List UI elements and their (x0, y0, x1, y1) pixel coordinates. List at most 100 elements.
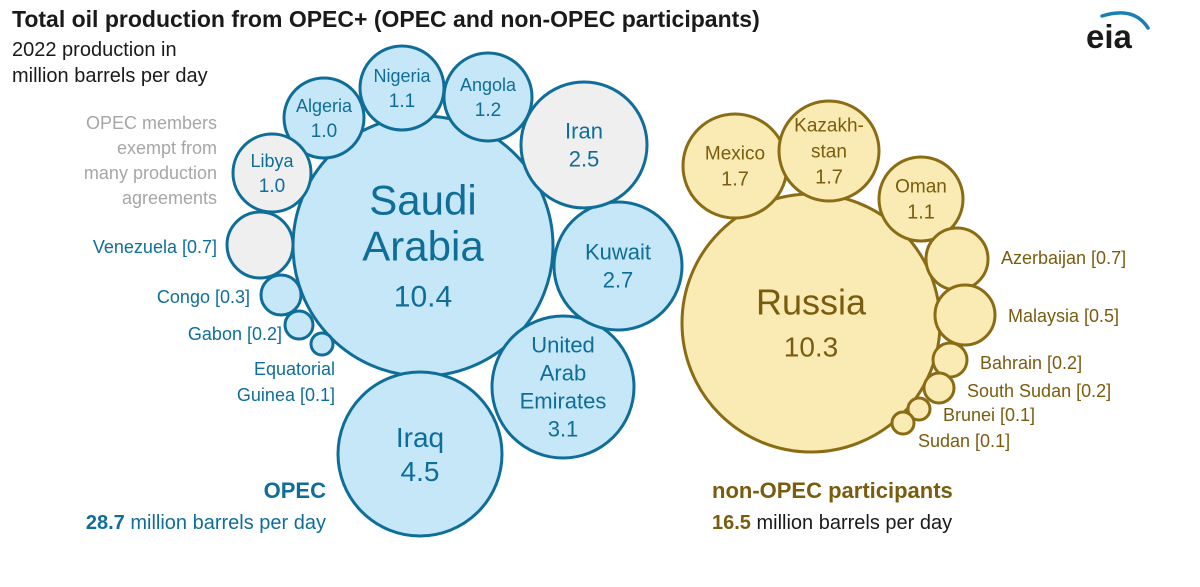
mexico-name-line: Mexico (705, 144, 765, 165)
mexico-bubble-group: Mexico 1.7 (681, 112, 789, 220)
south-sudan-bubble (922, 371, 956, 405)
angola-name-line: Angola (460, 75, 517, 95)
nigeria-value-label: 1.1 (389, 91, 415, 112)
sudan-bubble (890, 410, 916, 436)
angola-bubble (442, 51, 534, 143)
nigeria-bubble (358, 44, 446, 132)
kuwait-name-label: Kuwait (585, 240, 651, 265)
libya-bubble (231, 132, 313, 214)
azerbaijan-bubble (924, 226, 990, 292)
opec-group-total: 28.7 million barrels per day (86, 512, 326, 534)
brunei-bubble-group (906, 396, 932, 422)
south-sudan-bubble-group (922, 371, 956, 405)
kazakhstan-value-label: 1.7 (815, 167, 843, 189)
mexico-name-label: Mexico (705, 144, 765, 165)
malaysia-external-label: Malaysia [0.5] (1008, 306, 1119, 326)
mexico-value-label: 1.7 (721, 169, 749, 191)
iran-value-label: 2.5 (569, 147, 600, 172)
malaysia-bubble (933, 283, 997, 347)
algeria-bubble-group: Algeria 1.0 (282, 76, 366, 160)
algeria-name-line: Algeria (296, 96, 353, 116)
external-labels-layer: Venezuela [0.7] Congo [0.3] Gabon [0.2] Equ… (93, 237, 1126, 451)
libya-name-line: Libya (250, 151, 294, 171)
non-opec-group-total: 16.5 million barrels per day (712, 512, 952, 534)
angola-bubble-group: Angola 1.2 (442, 51, 534, 143)
kuwait-value-label: 2.7 (603, 268, 634, 293)
congo-external-label: Congo [0.3] (157, 287, 250, 307)
iran-bubble (519, 80, 649, 210)
nigeria-name-label: Nigeria (373, 66, 431, 86)
saudi-arabia-name-line: Saudi (369, 177, 476, 224)
kuwait-name-line: Kuwait (585, 240, 651, 265)
azerbaijan-bubble-group (924, 226, 990, 292)
libya-value-label: 1.0 (259, 176, 285, 197)
angola-name-label: Angola (460, 75, 517, 95)
nigeria-name-line: Nigeria (373, 66, 431, 86)
libya-bubble-group: Libya 1.0 (231, 132, 313, 214)
united-arab-emirates-name-line: United (531, 333, 595, 358)
exempt-note: OPEC members exempt from many production ag… (84, 113, 217, 208)
iran-bubble-group: Iran 2.5 (519, 80, 649, 210)
russia-name-line: Russia (756, 282, 867, 323)
oman-name-line: Oman (895, 177, 947, 198)
kazakhstan-name-label: Kazakh-stan (794, 116, 864, 163)
venezuela-bubble (225, 210, 295, 280)
iran-name-label: Iran (565, 119, 603, 144)
saudi-arabia-value-label: 10.4 (394, 281, 452, 314)
nigeria-bubble-group: Nigeria 1.1 (358, 44, 446, 132)
libya-name-label: Libya (250, 151, 294, 171)
algeria-bubble (282, 76, 366, 160)
oman-name-label: Oman (895, 177, 947, 198)
oman-bubble (877, 155, 965, 243)
venezuela-external-label: Venezuela [0.7] (93, 237, 217, 257)
logo-text: eia (1086, 18, 1133, 55)
united-arab-emirates-value-label: 3.1 (548, 417, 579, 442)
congo-bubble (259, 273, 303, 317)
south-sudan-external-label: South Sudan [0.2] (967, 381, 1111, 401)
gabon-bubble (283, 309, 315, 341)
united-arab-emirates-name-label: United Arab Emirates (520, 333, 607, 414)
mexico-bubble (681, 112, 789, 220)
kuwait-bubble (552, 200, 684, 332)
bahrain-external-label: Bahrain [0.2] (980, 353, 1082, 373)
kazakhstan-bubble-group: Kazakh-stan 1.7 (777, 99, 881, 203)
chart-title: Total oil production from OPEC+ (OPEC an… (12, 6, 760, 32)
congo-bubble-group (259, 273, 303, 317)
saudi-arabia-bubble-group: Saudi Arabia 10.4 (291, 114, 555, 378)
equatorial-guinea-bubble (309, 331, 335, 357)
russia-value-label: 10.3 (784, 332, 839, 363)
sudan-bubble-group (890, 410, 916, 436)
sudan-external-label: Sudan [0.1] (918, 431, 1010, 451)
eia-logo: eia (1086, 11, 1150, 55)
united-arab-emirates-name-line: Emirates (520, 389, 607, 414)
iraq-bubble (336, 370, 504, 538)
azerbaijan-external-label: Azerbaijan [0.7] (1001, 248, 1126, 268)
saudi-arabia-name-line: Arabia (362, 223, 484, 270)
united-arab-emirates-bubble (490, 314, 636, 460)
gabon-bubble-group (283, 309, 315, 341)
opec-group-name: OPEC (264, 478, 326, 503)
logo-swoosh (1100, 11, 1150, 30)
kazakhstan-name-line: stan (811, 142, 847, 163)
saudi-arabia-name-label: Saudi Arabia (362, 177, 484, 270)
equatorial-guinea-bubble-group (309, 331, 335, 357)
non-opec-group-name: non-OPEC participants (712, 478, 953, 503)
iraq-name-label: Iraq (396, 422, 444, 453)
equatorial-guinea-external-label: Equatorial Guinea [0.1] (237, 359, 335, 405)
kazakhstan-bubble (777, 99, 881, 203)
brunei-external-label: Brunei [0.1] (943, 405, 1035, 425)
united-arab-emirates-bubble-group: United Arab Emirates 3.1 (490, 314, 636, 460)
chart-subtitle: 2022 production in million barrels per da… (12, 39, 208, 87)
iran-name-line: Iran (565, 119, 603, 144)
oman-bubble-group: Oman 1.1 (877, 155, 965, 243)
united-arab-emirates-name-line: Arab (540, 361, 586, 386)
iraq-name-line: Iraq (396, 422, 444, 453)
iraq-value-label: 4.5 (401, 456, 440, 487)
angola-value-label: 1.2 (475, 100, 501, 121)
kazakhstan-name-line: Kazakh- (794, 116, 864, 137)
algeria-value-label: 1.0 (311, 121, 337, 142)
oman-value-label: 1.1 (907, 202, 935, 224)
kuwait-bubble-group: Kuwait 2.7 (552, 200, 684, 332)
